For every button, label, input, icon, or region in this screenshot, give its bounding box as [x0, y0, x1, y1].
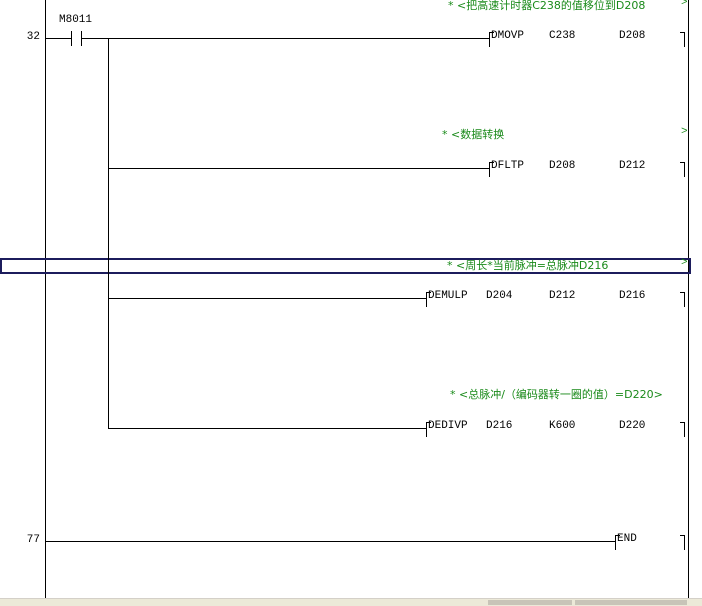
operand[interactable]: D220	[619, 420, 646, 432]
comment-end: >	[681, 126, 688, 138]
left-power-rail	[45, 0, 46, 598]
horizontal-scrollbar[interactable]	[0, 598, 702, 606]
rung-comment: * <数据转换	[442, 128, 505, 141]
operand[interactable]: D208	[549, 160, 576, 172]
contact-label: M8011	[59, 14, 93, 26]
instruction-bracket-left	[489, 162, 494, 177]
rung-wire	[108, 168, 489, 169]
operand[interactable]: D216	[486, 420, 513, 432]
step-number: 32	[26, 31, 40, 43]
instruction-name[interactable]: DMOVP	[491, 30, 525, 42]
instruction-bracket-left	[426, 422, 431, 437]
right-power-rail	[688, 0, 689, 598]
rung-comment: * <总脉冲/（编码器转一圈的值）=D220>	[450, 388, 663, 401]
rung-wire	[46, 38, 72, 39]
instruction-name[interactable]: DFLTP	[491, 160, 525, 172]
operand[interactable]: D204	[486, 290, 513, 302]
operand[interactable]: D212	[549, 290, 576, 302]
instruction-name[interactable]: DEMULP	[428, 290, 468, 302]
operand[interactable]: K600	[549, 420, 576, 432]
branch-wire	[108, 38, 109, 429]
rung-wire	[108, 428, 426, 429]
scrollbar-thumb[interactable]	[488, 600, 572, 605]
instruction-bracket-left	[489, 32, 494, 47]
instruction-bracket-right	[680, 162, 685, 177]
comment-end: >	[681, 0, 688, 9]
operand[interactable]: D208	[619, 30, 646, 42]
operand[interactable]: D212	[619, 160, 646, 172]
instruction-bracket-left	[426, 292, 431, 307]
rung-wire	[108, 298, 426, 299]
step-number: 77	[26, 534, 40, 546]
rung-wire	[81, 38, 489, 39]
instruction-name[interactable]: DEDIVP	[428, 420, 468, 432]
rung-comment: * <把高速计时器C238的值移位到D208	[448, 0, 646, 12]
rung-comment: * <周长*当前脉冲=总脉冲D216	[447, 259, 609, 272]
selection-cursor[interactable]	[0, 258, 691, 274]
rung-wire	[46, 541, 615, 542]
instruction-bracket-right	[680, 32, 685, 47]
operand[interactable]: D216	[619, 290, 646, 302]
operand[interactable]: C238	[549, 30, 576, 42]
scrollbar-thumb[interactable]	[575, 600, 687, 605]
comment-end: >	[681, 257, 688, 269]
instruction-bracket-right	[680, 535, 685, 550]
end-instruction[interactable]: END	[617, 533, 637, 545]
instruction-bracket-left	[615, 535, 620, 550]
instruction-bracket-right	[680, 292, 685, 307]
instruction-bracket-right	[680, 422, 685, 437]
